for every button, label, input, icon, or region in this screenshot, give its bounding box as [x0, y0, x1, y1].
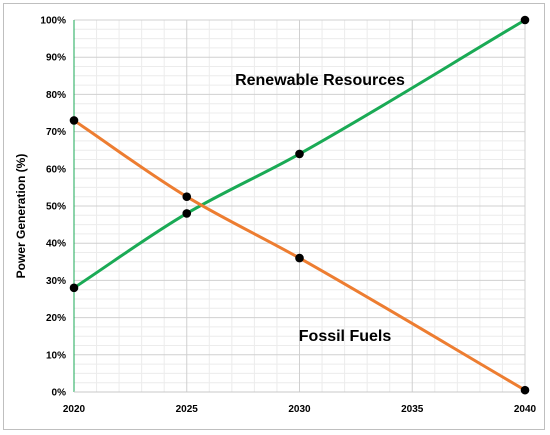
- x-tick-label: 2025: [176, 404, 199, 415]
- data-point-fossil-fuels: [69, 116, 79, 125]
- series-label-renewable-resources: Renewable Resources: [235, 72, 405, 89]
- data-point-renewable-resources: [295, 149, 304, 159]
- series-line-renewable-resources: [72, 18, 527, 290]
- series-lines: [72, 18, 527, 392]
- y-tick-labels: 0% 10% 20% 30% 40% 50% 60% 70% 80% 90% 100%: [40, 16, 66, 399]
- data-point-fossil-fuels: [295, 253, 304, 263]
- x-tick-label: 2035: [401, 404, 424, 415]
- x-tick-label: 2030: [288, 404, 311, 415]
- y-axis-label: Power Generation (%): [14, 154, 28, 279]
- x-tick-label: 2040: [514, 404, 537, 415]
- major-gridlines: [74, 19, 526, 392]
- y-tick-label: 0%: [52, 388, 67, 399]
- series-markers: [69, 15, 530, 395]
- y-tick-label: 10%: [46, 350, 66, 361]
- axes: [73, 20, 525, 393]
- data-point-renewable-resources: [182, 209, 192, 218]
- data-point-fossil-fuels: [520, 385, 530, 395]
- y-tick-label: 60%: [46, 164, 66, 175]
- y-tick-label: 80%: [46, 90, 66, 101]
- y-tick-label: 20%: [46, 313, 66, 324]
- chart-frame: [3, 3, 545, 430]
- data-point-renewable-resources: [69, 283, 79, 293]
- data-point-fossil-fuels: [182, 192, 192, 201]
- data-point-renewable-resources: [520, 15, 530, 25]
- series-line-fossil-fuels: [72, 118, 527, 392]
- y-tick-label: 90%: [46, 53, 66, 64]
- y-tick-label: 50%: [46, 202, 66, 213]
- y-tick-label: 40%: [46, 239, 66, 250]
- x-tick-label: 2020: [63, 404, 86, 415]
- y-tick-label: 30%: [46, 276, 66, 287]
- x-tick-labels: 2020 2025 2030 2035 2040: [63, 404, 537, 415]
- y-tick-label: 70%: [46, 127, 66, 138]
- y-tick-label: 100%: [40, 16, 66, 27]
- series-label-fossil-fuels: Fossil Fuels: [299, 328, 392, 345]
